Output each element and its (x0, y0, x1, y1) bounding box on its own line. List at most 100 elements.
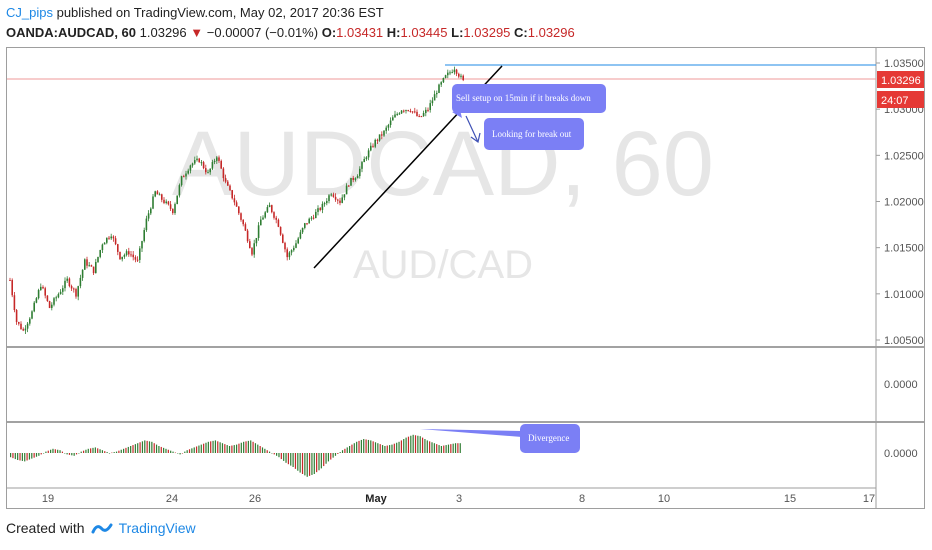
oscillator-bar (349, 446, 351, 453)
candle-body (341, 197, 343, 203)
candle-body (15, 310, 18, 323)
candle-body (354, 178, 357, 180)
oscillator-bar (205, 442, 207, 453)
candle-body (132, 254, 134, 258)
oscillator-bar (132, 445, 134, 453)
candle-body (328, 195, 330, 202)
candle-body (178, 185, 181, 196)
candle-body (191, 163, 194, 166)
oscillator-bar (12, 453, 14, 459)
oscillator-bar (24, 453, 26, 462)
tradingview-brand-link[interactable]: TradingView (118, 520, 196, 536)
candle-body (84, 259, 86, 270)
oscillator-bar (245, 441, 247, 453)
oscillator-bar (450, 444, 452, 453)
candle-body (62, 288, 64, 292)
oscillator-bar (304, 453, 306, 476)
oscillator-bar (381, 445, 384, 453)
breakout-callout-text: Looking for break out (492, 129, 572, 139)
oscillator-bar (191, 448, 193, 453)
y-tick-label: 1.03500 (884, 58, 924, 70)
candle-body (334, 196, 337, 200)
high-value: 1.03445 (400, 25, 448, 40)
candle-body (88, 265, 90, 267)
oscillator-bar (280, 453, 282, 460)
divergence-callout[interactable] (520, 424, 580, 453)
candle-body (416, 111, 418, 117)
candle-body (33, 302, 35, 312)
oscillator-bar (148, 441, 151, 453)
oscillator-bar (94, 447, 96, 453)
oscillator-bar (353, 443, 355, 453)
oscillator-bar (26, 453, 28, 461)
oscillator-bar (363, 439, 365, 453)
candle-body (108, 237, 110, 239)
oscillator-bar (454, 443, 457, 453)
candle-body (321, 203, 324, 210)
candle-body (295, 243, 297, 248)
candle-body (304, 223, 306, 228)
candle-body (367, 150, 370, 158)
time-axis[interactable]: 19 24 26 May 3 8 10 15 17 (42, 493, 875, 505)
candle-body (431, 100, 434, 104)
oscillator-bar (108, 453, 111, 454)
candle-body (163, 199, 165, 203)
countdown-badge (877, 91, 924, 108)
candle-body (233, 198, 236, 203)
oscillator-bar (379, 444, 381, 453)
candle-body (301, 227, 304, 233)
candle-body (75, 289, 77, 297)
username-link[interactable]: CJ_pips (6, 5, 53, 20)
candle-body (145, 218, 148, 231)
oscillator-bar (155, 444, 158, 453)
candle-body (200, 162, 203, 164)
published-text: published on TradingView.com, May 02, 20… (56, 5, 384, 20)
oscillator-bar (452, 443, 454, 453)
candle-body (394, 114, 396, 118)
oscillator-bar (367, 439, 370, 453)
candle-body (264, 212, 266, 218)
candle-body (288, 252, 291, 258)
oscillator-bar (57, 449, 59, 453)
oscillator-bar (403, 439, 405, 453)
candle-body (57, 294, 60, 298)
oscillator-bar (447, 444, 450, 453)
oscillator-bar (419, 436, 421, 453)
breakout-callout[interactable] (484, 118, 584, 150)
candle-body (51, 304, 53, 308)
candle-body (143, 230, 145, 242)
candle-body (462, 75, 464, 81)
oscillator-bar (370, 440, 372, 453)
oscillator-bar (40, 453, 42, 455)
x-tick-label: 10 (658, 493, 670, 505)
candle-body (156, 191, 159, 195)
oscillator-bar (341, 450, 344, 453)
oscillator-bar (386, 445, 388, 453)
candle-body (26, 323, 29, 329)
oscillator-bar (160, 446, 162, 453)
x-tick-label: May (365, 493, 387, 505)
oscillator-bar (374, 442, 377, 453)
candle-body (343, 194, 346, 198)
countdown-text: 24:07 (881, 95, 909, 107)
oscillator-bar (278, 453, 280, 458)
chart-frame[interactable] (6, 47, 925, 509)
oscillator-bar (184, 451, 186, 453)
sell-callout[interactable] (452, 84, 606, 113)
candle-body (172, 208, 174, 214)
candle-body (449, 72, 451, 74)
candle-body (242, 219, 244, 225)
candle-body (312, 217, 315, 219)
oscillator-bar (120, 449, 122, 453)
oscillator-bar (264, 448, 266, 453)
oscillator-bar (167, 449, 169, 453)
x-tick-label: 8 (579, 493, 585, 505)
candle-body (174, 204, 176, 214)
candle-body (429, 103, 431, 110)
oscillator-bar (327, 453, 330, 462)
oscillator-bar (174, 452, 176, 454)
oscillator-bar (431, 442, 433, 453)
oscillator-bar (64, 453, 66, 454)
oscillator-bar (92, 447, 94, 453)
